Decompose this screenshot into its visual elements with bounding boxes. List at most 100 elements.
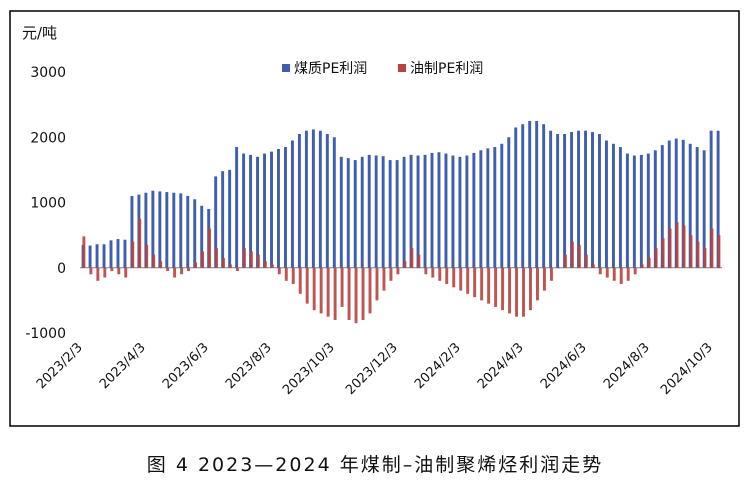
bar-oil <box>277 267 281 275</box>
bar-oil <box>710 228 714 268</box>
bar-oil <box>431 267 435 278</box>
bar-oil <box>668 228 672 268</box>
bar-oil <box>382 267 386 291</box>
bar-coal <box>681 139 685 268</box>
bar-coal <box>479 150 483 268</box>
bar-coal <box>367 154 371 268</box>
bar-coal <box>437 152 441 268</box>
bar-oil <box>124 267 128 278</box>
bar-coal <box>577 130 581 268</box>
bar-oil <box>201 251 204 268</box>
bar-oil <box>508 267 512 314</box>
bar-coal <box>360 156 364 268</box>
bar-oil <box>403 261 407 268</box>
bar-oil <box>375 267 379 301</box>
bar-coal <box>353 160 357 268</box>
bar-oil <box>145 244 149 268</box>
bar-oil <box>249 251 253 268</box>
bar-coal <box>702 150 706 268</box>
bar-oil <box>515 267 519 317</box>
bar-coal <box>109 240 113 268</box>
bar-oil <box>466 267 470 294</box>
bar-coal <box>570 132 574 268</box>
bar-coal <box>179 193 183 268</box>
bar-coal <box>660 145 664 268</box>
bar-coal <box>172 192 176 268</box>
bar-coal <box>374 155 378 268</box>
y-tick-label: 0 <box>57 261 66 277</box>
bar-oil <box>717 235 721 268</box>
bar-oil <box>536 267 539 301</box>
bar-oil <box>452 267 456 288</box>
bar-coal <box>444 153 448 268</box>
bar-coal <box>458 156 462 268</box>
bar-oil <box>577 244 581 268</box>
bar-coal <box>95 244 99 268</box>
bar-oil <box>584 254 588 268</box>
legend-swatch-coal <box>282 64 290 72</box>
bar-coal <box>144 192 148 268</box>
bar-oil <box>159 261 163 268</box>
bar-oil <box>417 254 421 268</box>
bar-coal <box>263 153 266 268</box>
bar-coal <box>381 156 385 268</box>
bar-oil <box>605 267 609 278</box>
bar-oil <box>138 218 142 268</box>
bar-oil <box>619 267 623 285</box>
y-tick-label: 1000 <box>30 196 66 212</box>
bar-coal <box>514 127 518 268</box>
bar-coal <box>186 195 190 268</box>
bar-coal <box>214 176 218 268</box>
legend-label-oil: 油制PE利润 <box>410 61 483 77</box>
bar-oil <box>242 248 246 268</box>
bar-oil <box>626 267 630 281</box>
bar-coal <box>256 156 260 268</box>
bar-oil <box>270 264 274 268</box>
bar-oil <box>689 235 693 268</box>
bar-coal <box>688 143 692 268</box>
bar-coal <box>611 143 615 268</box>
bar-oil <box>235 267 239 272</box>
bar-oil <box>89 267 93 275</box>
bar-coal <box>116 239 120 268</box>
bar-coal <box>283 147 287 268</box>
bar-coal <box>311 129 315 268</box>
bar-coal <box>304 130 308 268</box>
bar-coal <box>297 133 301 268</box>
bar-coal <box>221 171 225 268</box>
bar-oil <box>682 225 686 268</box>
bar-coal <box>528 120 532 268</box>
bar-oil <box>487 267 491 304</box>
bar-coal <box>709 130 713 268</box>
bar-oil <box>542 267 546 291</box>
y-tick-label: -1000 <box>25 326 66 342</box>
bar-oil <box>187 267 191 272</box>
bar-oil <box>96 267 100 281</box>
bar-oil <box>110 267 114 272</box>
bar-oil <box>305 267 309 304</box>
bar-coal <box>556 133 560 268</box>
bar-oil <box>654 248 658 268</box>
bar-coal <box>88 245 92 268</box>
bar-oil <box>501 267 505 311</box>
bar-coal <box>346 158 350 268</box>
bar-oil <box>82 236 86 268</box>
bar-coal <box>318 130 322 268</box>
bar-coal <box>584 130 587 268</box>
bar-oil <box>208 228 211 268</box>
bar-coal <box>535 120 539 268</box>
figure-caption: 图 4 2023—2024 年煤制–油制聚烯烃利润走势 <box>146 454 604 476</box>
bar-coal <box>200 205 204 268</box>
bar-coal <box>500 143 504 268</box>
bar-oil <box>256 254 260 268</box>
bar-coal <box>667 140 671 268</box>
bar-coal <box>158 191 162 268</box>
bar-coal <box>632 155 636 268</box>
bar-oil <box>319 267 323 314</box>
bar-coal <box>402 156 406 268</box>
bar-oil <box>640 264 644 268</box>
bar-coal <box>604 140 608 268</box>
bar-oil <box>410 248 414 268</box>
bar-coal <box>277 148 280 268</box>
bar-coal <box>388 160 392 268</box>
